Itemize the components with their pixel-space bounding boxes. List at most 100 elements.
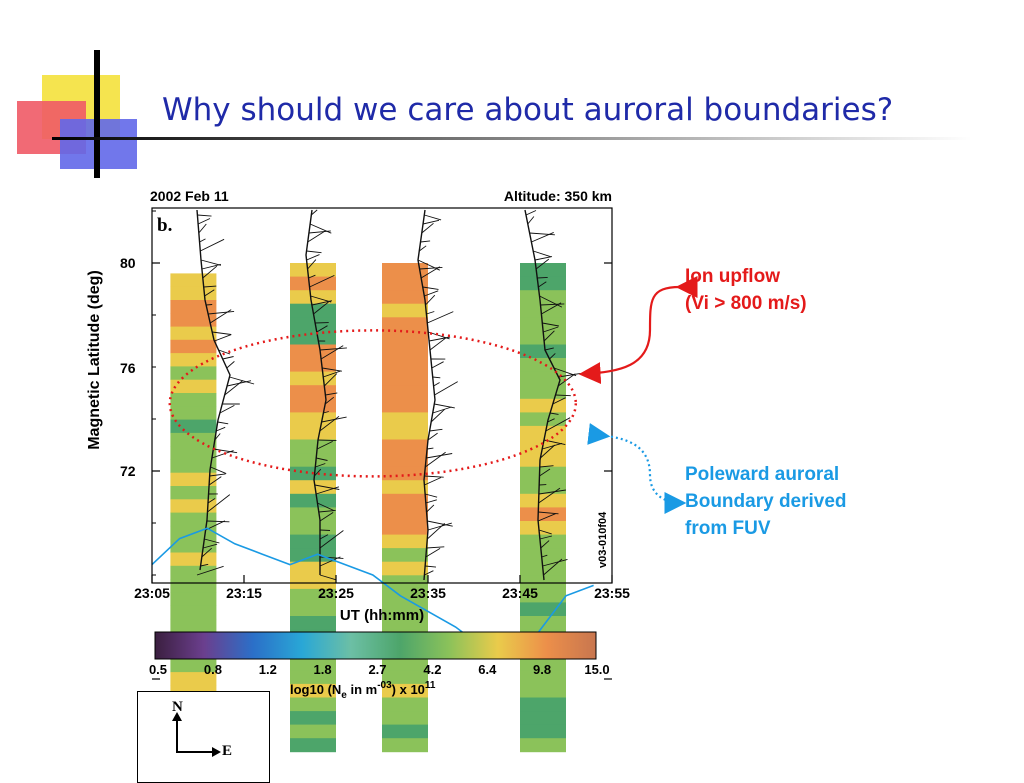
colorbar-label-part-1: log10 (N xyxy=(290,682,341,697)
velocity-vector-3-368 xyxy=(432,362,444,368)
density-cell-1-19 xyxy=(170,513,216,527)
density-cell-2-27 xyxy=(290,616,336,630)
density-cell-2-26 xyxy=(290,602,336,616)
velocity-vector-3-386 xyxy=(434,383,440,387)
ion-upflow-annotation: Ion upflow (Vi > 800 m/s) xyxy=(685,263,807,317)
x-tick-label-6: 23:55 xyxy=(594,585,630,601)
density-cell-1-3 xyxy=(170,300,216,314)
velocity-vector-3-323 xyxy=(427,312,453,323)
density-cell-2-8 xyxy=(290,358,336,372)
velocity-vector-3-404 xyxy=(434,404,455,408)
date-label: 2002 Feb 11 xyxy=(150,188,229,204)
ion-upflow-ellipse xyxy=(170,330,576,476)
density-cell-4-35 xyxy=(520,725,566,739)
boundary-annotation: Poleward auroral Boundary derived from F… xyxy=(685,461,847,542)
colorbar-tick-1: 0.5 xyxy=(149,662,167,677)
density-cell-3-22 xyxy=(382,548,428,562)
density-cell-4-36 xyxy=(520,738,566,752)
density-cell-4-20 xyxy=(520,521,566,535)
density-cell-1-7 xyxy=(170,353,216,367)
velocity-vector-1-368 xyxy=(227,361,235,368)
density-cell-4-22 xyxy=(520,548,566,562)
density-cell-3-6 xyxy=(382,331,428,345)
density-cell-3-20 xyxy=(382,521,428,535)
density-cell-3-5 xyxy=(382,317,428,331)
velocity-vector-1-305 xyxy=(206,305,212,306)
velocity-vector-4-224 xyxy=(528,217,534,225)
compass-east-arrowhead xyxy=(212,747,221,757)
density-cell-3-12 xyxy=(382,412,428,426)
velocity-vector-3-449 xyxy=(427,448,433,449)
density-cell-4-13 xyxy=(520,426,566,440)
velocity-vector-2-530 xyxy=(320,530,330,531)
colorbar-label-part-6: 11 xyxy=(425,680,436,691)
compass-north-arrowhead xyxy=(172,712,182,721)
velocity-vector-4-251 xyxy=(533,251,551,257)
density-cell-2-14 xyxy=(290,440,336,454)
density-cell-3-21 xyxy=(382,535,428,549)
density-cell-1-6 xyxy=(170,340,216,354)
velocity-vector-1-341 xyxy=(215,335,232,341)
density-cell-2-10 xyxy=(290,385,336,399)
density-cell-3-10 xyxy=(382,385,428,399)
density-cell-3-23 xyxy=(382,562,428,576)
density-cell-1-23 xyxy=(170,566,216,580)
velocity-vector-1-233 xyxy=(199,224,207,233)
density-cell-3-35 xyxy=(382,725,428,739)
density-cell-4-3 xyxy=(520,290,566,304)
density-cell-4-12 xyxy=(520,412,566,426)
colorbar-label-part-3: in m xyxy=(347,682,377,697)
boundary-line2: Boundary derived xyxy=(685,488,847,515)
velocity-vector-1-242 xyxy=(200,239,206,242)
colorbar xyxy=(155,632,596,659)
density-cell-2-7 xyxy=(290,345,336,359)
density-cell-2-35 xyxy=(290,725,336,739)
velocity-vector-4-278 xyxy=(537,277,547,278)
density-cell-2-13 xyxy=(290,426,336,440)
velocity-vector-1-251 xyxy=(200,239,224,251)
colorbar-tick-9: 15.0 xyxy=(584,662,609,677)
colorbar-tick-2: 0.8 xyxy=(204,662,222,677)
velocity-vector-1-431 xyxy=(216,427,225,431)
compass-box: N E xyxy=(137,691,270,783)
boundary-line1: Poleward auroral xyxy=(685,461,847,488)
density-cell-3-33 xyxy=(382,698,428,712)
velocity-vector-1-359 xyxy=(223,357,234,360)
density-cell-3-8 xyxy=(382,358,428,372)
density-cell-4-10 xyxy=(520,385,566,399)
density-cell-2-2 xyxy=(290,277,336,291)
colorbar-tick-3: 1.2 xyxy=(259,662,277,677)
density-cell-3-18 xyxy=(382,494,428,508)
density-cell-2-15 xyxy=(290,453,336,467)
velocity-vector-2-260 xyxy=(307,255,320,260)
velocity-vector-1-215 xyxy=(197,215,211,216)
density-cell-1-12 xyxy=(170,420,216,434)
density-cell-2-1 xyxy=(290,263,336,277)
velocity-vector-3-377 xyxy=(433,377,441,378)
x-tick-label-5: 23:45 xyxy=(502,585,538,601)
velocity-vector-3-242 xyxy=(421,241,431,242)
density-cell-3-19 xyxy=(382,507,428,521)
ion-upflow-line2: (Vi > 800 m/s) xyxy=(685,290,807,317)
density-cell-3-15 xyxy=(382,453,428,467)
density-cell-4-18 xyxy=(520,494,566,508)
boundary-line3: from FUV xyxy=(685,515,847,542)
density-cell-2-23 xyxy=(290,562,336,576)
panel-label: b. xyxy=(157,215,172,236)
velocity-vector-4-215 xyxy=(526,211,536,216)
colorbar-label-part-4: -03 xyxy=(377,680,392,691)
density-cell-3-17 xyxy=(382,480,428,494)
density-cell-1-27 xyxy=(170,619,216,633)
velocity-vector-1-260 xyxy=(201,260,221,265)
density-cell-3-13 xyxy=(382,426,428,440)
density-cell-2-36 xyxy=(290,738,336,752)
boundary-arrow xyxy=(606,436,682,503)
velocity-vector-3-341 xyxy=(429,337,450,341)
density-cell-2-18 xyxy=(290,494,336,508)
density-cell-2-9 xyxy=(290,372,336,386)
velocity-vector-3-548 xyxy=(427,547,445,548)
velocity-vector-3-539 xyxy=(427,523,444,539)
density-cell-1-22 xyxy=(170,553,216,567)
version-label: v03-010f04 xyxy=(597,511,609,568)
